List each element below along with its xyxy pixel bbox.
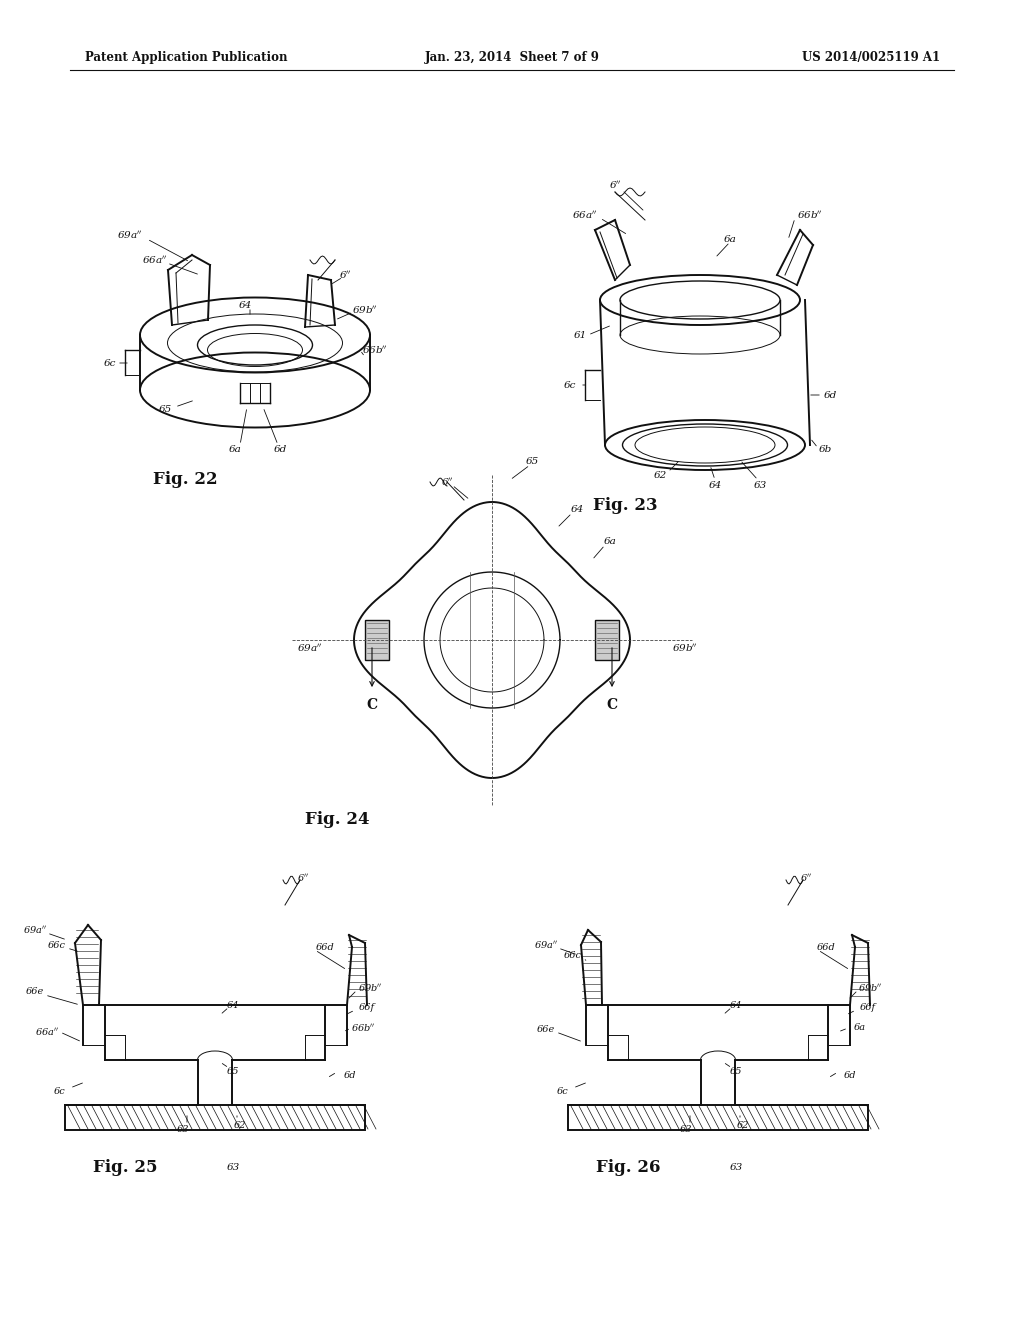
Text: 66b$^{\prime\prime}$: 66b$^{\prime\prime}$ xyxy=(797,209,823,222)
Text: 62: 62 xyxy=(653,470,667,479)
Text: 69b$^{\prime\prime}$: 69b$^{\prime\prime}$ xyxy=(672,642,698,655)
Text: 61: 61 xyxy=(573,330,587,339)
Text: 6a: 6a xyxy=(603,537,616,546)
Text: 66e: 66e xyxy=(537,1026,555,1035)
Text: Jan. 23, 2014  Sheet 7 of 9: Jan. 23, 2014 Sheet 7 of 9 xyxy=(425,51,599,65)
Text: 64: 64 xyxy=(570,506,584,515)
Text: 66d: 66d xyxy=(315,944,335,953)
Text: 66d: 66d xyxy=(816,944,836,953)
Text: 6b: 6b xyxy=(818,446,831,454)
Text: 63: 63 xyxy=(680,1126,692,1134)
Text: Patent Application Publication: Patent Application Publication xyxy=(85,51,288,65)
Bar xyxy=(568,1105,868,1130)
Text: US 2014/0025119 A1: US 2014/0025119 A1 xyxy=(802,51,940,65)
Bar xyxy=(365,620,389,660)
Text: 64: 64 xyxy=(226,1001,240,1010)
Text: 63: 63 xyxy=(729,1163,742,1172)
Text: 66a$^{\prime\prime}$: 66a$^{\prime\prime}$ xyxy=(142,253,168,267)
Text: 69b$^{\prime\prime}$: 69b$^{\prime\prime}$ xyxy=(357,982,382,994)
Text: 6d: 6d xyxy=(344,1071,356,1080)
Text: 62: 62 xyxy=(233,1121,246,1130)
Text: 6c: 6c xyxy=(103,359,116,367)
Text: 65: 65 xyxy=(525,458,539,466)
Text: 66a$^{\prime\prime}$: 66a$^{\prime\prime}$ xyxy=(572,209,598,222)
Text: 6$^{\prime\prime}$: 6$^{\prime\prime}$ xyxy=(608,178,622,191)
Text: Fig. 23: Fig. 23 xyxy=(593,496,657,513)
Text: 63: 63 xyxy=(754,480,767,490)
Text: 6c: 6c xyxy=(54,1088,66,1097)
Text: 69b$^{\prime\prime}$: 69b$^{\prime\prime}$ xyxy=(352,304,378,317)
Text: C: C xyxy=(367,698,378,711)
Text: 66c: 66c xyxy=(564,950,582,960)
Text: 6a: 6a xyxy=(854,1023,866,1032)
Text: 65: 65 xyxy=(226,1068,240,1077)
Text: 66a$^{\prime\prime}$: 66a$^{\prime\prime}$ xyxy=(35,1026,59,1038)
Text: 6d: 6d xyxy=(844,1071,856,1080)
Text: 66c: 66c xyxy=(48,940,66,949)
Text: 64: 64 xyxy=(709,480,722,490)
Text: 6$^{\prime\prime}$: 6$^{\prime\prime}$ xyxy=(800,873,812,884)
Text: C: C xyxy=(606,698,617,711)
Text: Fig. 22: Fig. 22 xyxy=(153,471,217,488)
Text: 63: 63 xyxy=(177,1126,189,1134)
Text: 6a: 6a xyxy=(228,446,242,454)
Text: 6c: 6c xyxy=(557,1088,569,1097)
Text: 69a$^{\prime\prime}$: 69a$^{\prime\prime}$ xyxy=(534,939,558,950)
Bar xyxy=(595,620,618,660)
Text: 6$^{\prime\prime}$: 6$^{\prime\prime}$ xyxy=(339,269,351,281)
Text: 6d: 6d xyxy=(273,446,287,454)
Text: 66e: 66e xyxy=(26,987,44,997)
Text: 6d: 6d xyxy=(823,391,837,400)
Text: 6c: 6c xyxy=(564,380,577,389)
Text: 6$^{\prime\prime}$: 6$^{\prime\prime}$ xyxy=(440,475,454,488)
Text: 64: 64 xyxy=(730,1001,742,1010)
Text: 66b$^{\prime\prime}$: 66b$^{\prime\prime}$ xyxy=(351,1022,375,1034)
Text: 66b$^{\prime\prime}$: 66b$^{\prime\prime}$ xyxy=(362,343,388,356)
Text: 63: 63 xyxy=(226,1163,240,1172)
Bar xyxy=(65,1105,365,1130)
Text: 66f: 66f xyxy=(359,1003,375,1012)
Text: 6$^{\prime\prime}$: 6$^{\prime\prime}$ xyxy=(297,873,309,884)
Text: 64: 64 xyxy=(239,301,252,309)
Text: 62: 62 xyxy=(736,1121,750,1130)
Text: 69b$^{\prime\prime}$: 69b$^{\prime\prime}$ xyxy=(858,982,883,994)
Text: 65: 65 xyxy=(730,1068,742,1077)
Text: 69a$^{\prime\prime}$: 69a$^{\prime\prime}$ xyxy=(118,228,142,242)
Text: Fig. 26: Fig. 26 xyxy=(596,1159,660,1176)
Text: 65: 65 xyxy=(159,405,172,414)
Text: Fig. 25: Fig. 25 xyxy=(93,1159,158,1176)
Text: 6a: 6a xyxy=(724,235,736,244)
Text: 69a$^{\prime\prime}$: 69a$^{\prime\prime}$ xyxy=(297,642,322,655)
Text: 69a$^{\prime\prime}$: 69a$^{\prime\prime}$ xyxy=(23,924,47,936)
Text: 66f: 66f xyxy=(860,1003,877,1012)
Text: Fig. 24: Fig. 24 xyxy=(305,812,370,829)
